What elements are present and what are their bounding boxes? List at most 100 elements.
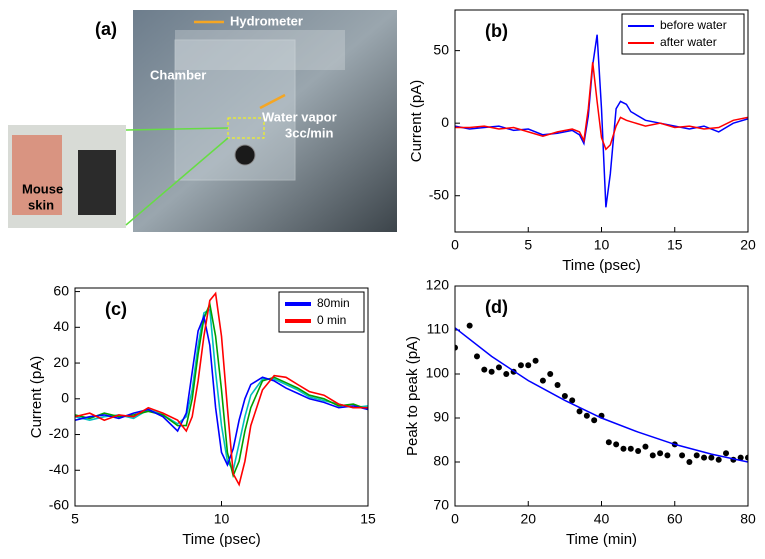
data-line: [75, 291, 368, 487]
data-point: [561, 393, 568, 399]
data-point: [547, 371, 554, 377]
x-tick-label: 10: [214, 511, 230, 527]
data-point: [701, 454, 708, 461]
data-line: [455, 62, 748, 151]
photo-label: 3cc/min: [285, 125, 333, 140]
plot-lines: [75, 291, 368, 487]
axes-box: [74, 287, 369, 507]
photo-panel: (a) Hydrometer Chamber Water vapor 3cc/m…: [8, 10, 397, 232]
x-tick-label: 80: [740, 511, 756, 527]
plot-lines: [455, 322, 748, 465]
chart: 0 20 40 60 80 70 80 90 100 110 120 Time (min) Peak t…: [404, 277, 756, 548]
sample-shape: [78, 150, 116, 215]
data-line: [455, 327, 748, 463]
photo-label: Hydrometer: [230, 13, 303, 28]
data-point: [455, 344, 458, 351]
legend-label: after water: [660, 35, 717, 49]
y-tick-label: 120: [426, 277, 450, 293]
arrow: [259, 93, 286, 110]
data-point: [723, 450, 730, 457]
data-point: [605, 439, 612, 446]
data-point: [664, 452, 671, 459]
data-line: [75, 301, 368, 479]
y-axis-label: Current (pA): [28, 356, 45, 439]
data-point: [745, 454, 748, 461]
data-point: [554, 382, 561, 388]
x-tick-label: 0: [451, 511, 459, 527]
y-tick-label: 50: [433, 41, 449, 57]
data-point: [686, 459, 693, 465]
data-point: [569, 397, 576, 404]
y-tick-label: -40: [49, 461, 69, 477]
y-tick-label: 110: [427, 321, 450, 337]
data-point: [495, 364, 502, 371]
lens: [234, 144, 256, 166]
y-tick-label: 0: [441, 114, 449, 130]
y-tick-label: -60: [49, 497, 69, 513]
x-tick-label: 10: [594, 237, 610, 253]
panel-label: (a): [95, 19, 117, 39]
y-tick-label: -50: [429, 186, 449, 202]
data-point: [466, 322, 473, 329]
chamber-lid: [175, 30, 345, 70]
data-point: [708, 454, 715, 461]
data-point: [642, 443, 649, 450]
data-point: [657, 450, 664, 457]
panel-label: (d): [485, 297, 508, 317]
y-tick-label: 20: [53, 354, 69, 370]
connector: [125, 137, 229, 226]
x-tick-label: 5: [524, 237, 532, 253]
highlight-box: [227, 117, 265, 139]
x-tick-label: 5: [71, 511, 79, 527]
data-point: [525, 362, 532, 369]
legend-label: 0 min: [317, 313, 346, 327]
connector: [125, 127, 229, 131]
data-point: [627, 445, 634, 452]
panel-label: (c): [105, 299, 127, 319]
data-point: [532, 357, 539, 364]
data-point: [591, 417, 598, 424]
photo-label: Chamber: [150, 67, 206, 82]
skin-shape: [12, 135, 62, 215]
legend-box: [278, 291, 365, 333]
axes-box: [454, 285, 749, 507]
data-point: [649, 452, 656, 459]
plot-lines: [455, 34, 748, 208]
data-point: [517, 362, 524, 369]
data-point: [635, 448, 642, 454]
y-tick-label: 90: [433, 409, 449, 425]
x-tick-label: 20: [740, 237, 756, 253]
photo: [133, 10, 397, 232]
legend-label: before water: [660, 18, 727, 32]
x-tick-label: 60: [667, 511, 683, 527]
data-point: [737, 454, 744, 461]
data-point: [473, 353, 480, 360]
x-tick-label: 40: [594, 511, 610, 527]
panel-label: (b): [485, 21, 508, 41]
x-axis-label: Time (psec): [562, 257, 641, 274]
y-axis-label: Peak to peak (pA): [404, 336, 421, 456]
y-tick-label: 60: [53, 282, 69, 298]
data-point: [503, 371, 510, 377]
data-point: [576, 408, 583, 415]
legend-label: 80min: [317, 296, 350, 310]
chart: 5 10 15 -60 -40 -20 0 20 40 60 Time (psec) Current …: [28, 282, 376, 548]
y-tick-label: -20: [49, 425, 69, 441]
x-tick-label: 15: [667, 237, 683, 253]
data-point: [693, 452, 700, 459]
x-tick-label: 20: [520, 511, 536, 527]
chart: 0 5 10 15 20 -50 0 50 Time (psec) Current (pA) (b)…: [408, 9, 756, 274]
x-tick-label: 15: [360, 511, 376, 527]
data-point: [679, 452, 686, 459]
photo-label: Water vapor: [262, 109, 337, 124]
data-point: [583, 412, 590, 419]
y-tick-label: 100: [426, 365, 450, 381]
axes-box: [454, 9, 749, 233]
data-point: [715, 456, 722, 463]
photo-label: Mouse: [22, 181, 63, 196]
y-tick-label: 80: [433, 453, 449, 469]
data-point: [488, 368, 495, 375]
legend-box: [621, 13, 745, 55]
x-axis-label: Time (psec): [182, 531, 261, 548]
